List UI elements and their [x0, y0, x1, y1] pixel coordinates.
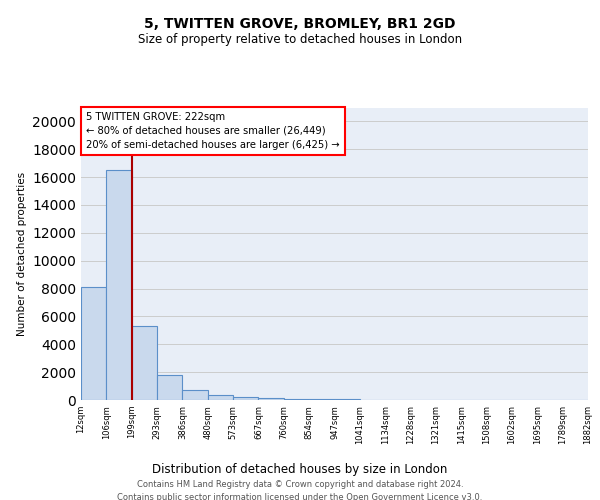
Text: Contains HM Land Registry data © Crown copyright and database right 2024.: Contains HM Land Registry data © Crown c…	[137, 480, 463, 489]
Bar	[106, 170, 132, 400]
Bar	[81, 287, 106, 400]
Text: Distribution of detached houses by size in London: Distribution of detached houses by size …	[152, 462, 448, 475]
Bar	[182, 390, 208, 400]
Bar	[284, 398, 309, 400]
Bar	[208, 395, 233, 400]
Bar	[233, 396, 259, 400]
Bar	[259, 398, 284, 400]
Text: 5, TWITTEN GROVE, BROMLEY, BR1 2GD: 5, TWITTEN GROVE, BROMLEY, BR1 2GD	[144, 18, 456, 32]
Text: Contains public sector information licensed under the Open Government Licence v3: Contains public sector information licen…	[118, 492, 482, 500]
Bar	[309, 399, 335, 400]
Y-axis label: Number of detached properties: Number of detached properties	[17, 172, 26, 336]
Text: 5 TWITTEN GROVE: 222sqm
← 80% of detached houses are smaller (26,449)
20% of sem: 5 TWITTEN GROVE: 222sqm ← 80% of detache…	[86, 112, 340, 150]
Text: Size of property relative to detached houses in London: Size of property relative to detached ho…	[138, 32, 462, 46]
Bar	[157, 375, 182, 400]
Bar	[132, 326, 157, 400]
